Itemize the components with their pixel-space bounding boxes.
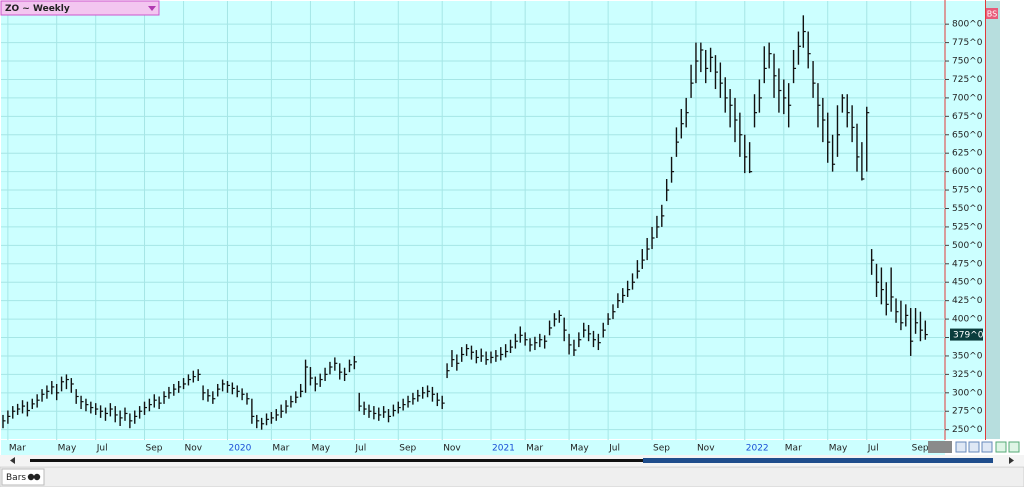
price-axis-panel	[945, 1, 985, 439]
tool-button[interactable]	[981, 441, 993, 453]
right-strip	[986, 1, 1000, 439]
y-tick-label: 625^0	[952, 149, 983, 159]
x-tick-label: 2020	[228, 444, 251, 454]
plot-area	[1, 1, 945, 439]
y-tick-label: 700^0	[952, 93, 983, 103]
y-tick-label: 500^0	[952, 241, 983, 251]
y-tick-label: 450^0	[952, 278, 983, 288]
x-tick-label: Sep	[912, 444, 929, 454]
y-tick-label: 300^0	[952, 388, 983, 398]
last-price-box	[950, 328, 983, 341]
symbol-selector[interactable]	[0, 0, 160, 16]
tool-button[interactable]	[995, 441, 1007, 453]
y-tick-label: 400^0	[952, 315, 983, 325]
badge-text: BS	[987, 10, 997, 19]
grid	[1, 1, 945, 440]
price-bars	[2, 15, 928, 430]
x-tick-label: Jul	[96, 444, 108, 454]
x-tick-label: May	[829, 444, 848, 454]
x-tick-label: Nov	[443, 444, 461, 454]
y-tick-label: 775^0	[952, 38, 983, 48]
y-tick-label: 425^0	[952, 296, 983, 306]
study-icon	[33, 473, 41, 481]
badge[interactable]	[986, 8, 998, 19]
x-tick-label: Sep	[146, 444, 163, 454]
x-tick-label: 2022	[746, 444, 769, 454]
toolbar	[955, 441, 1020, 453]
x-tick-label: Mar	[785, 444, 802, 454]
x-tick-label: Jul	[867, 444, 879, 454]
study-tab[interactable]	[1, 468, 45, 486]
x-tick-label: May	[58, 444, 77, 454]
scroll-thumb[interactable]	[643, 458, 993, 463]
y-tick-label: 525^0	[952, 222, 983, 232]
symbol-label: ZO ~ Weekly	[5, 4, 70, 14]
y-tick-label: 750^0	[952, 57, 983, 67]
x-tick-label: Mar	[272, 444, 289, 454]
y-tick-label: 600^0	[952, 167, 983, 177]
x-tick-label: 2021	[492, 444, 515, 454]
x-tick-label: Nov	[697, 444, 715, 454]
x-tick-label: Nov	[185, 444, 203, 454]
y-tick-label: 250^0	[952, 425, 983, 435]
x-tick-label: May	[570, 444, 589, 454]
axis-labels: 250^0275^0300^0325^0350^0375^0400^0425^0…	[9, 20, 984, 454]
tool-button[interactable]	[1008, 441, 1020, 453]
dropdown-arrow[interactable]	[148, 6, 156, 11]
y-tick-label: 275^0	[952, 407, 983, 417]
last-price-label: 379^0	[953, 331, 984, 341]
y-tick-label: 350^0	[952, 351, 983, 361]
tool-button[interactable]	[955, 441, 967, 453]
study-icon	[27, 473, 35, 481]
x-tick-label: May	[311, 444, 330, 454]
scroll-right[interactable]	[1009, 457, 1014, 464]
x-tick-label: Sep	[399, 444, 416, 454]
y-tick-label: 550^0	[952, 204, 983, 214]
y-tick-label: 800^0	[952, 20, 983, 30]
tool-button[interactable]	[968, 441, 980, 453]
time-axis-panel	[1, 440, 945, 455]
x-tick-label: Sep	[653, 444, 670, 454]
y-tick-label: 475^0	[952, 259, 983, 269]
x-tick-label: Jul	[354, 444, 366, 454]
x-tick-label: Jul	[608, 444, 620, 454]
scroll-left[interactable]	[10, 457, 15, 464]
y-tick-label: 675^0	[952, 112, 983, 122]
footer-bar	[0, 466, 1024, 487]
axis-corner	[928, 441, 952, 453]
y-tick-label: 725^0	[952, 75, 983, 85]
study-label: Bars	[6, 473, 26, 483]
y-tick-label: 575^0	[952, 186, 983, 196]
x-tick-label: Mar	[526, 444, 543, 454]
x-tick-label: Mar	[9, 444, 26, 454]
y-tick-label: 650^0	[952, 130, 983, 140]
y-tick-label: 325^0	[952, 370, 983, 380]
